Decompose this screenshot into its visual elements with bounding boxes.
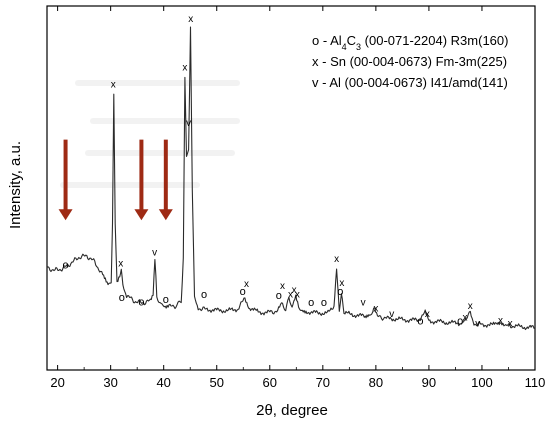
plot-frame: [46, 5, 536, 371]
al4c3-marker: o: [276, 290, 282, 302]
annotation-arrow: [158, 139, 173, 221]
plot-border: [46, 5, 536, 371]
legend-entry: v - Al (00-004-0673) I41/amd(141): [312, 75, 508, 90]
al4c3-marker: o: [321, 297, 327, 309]
annotation-arrow: [58, 139, 73, 221]
x-tick-label: 20: [50, 375, 64, 390]
x-tick-label: 80: [369, 375, 383, 390]
sn-marker: x: [295, 290, 300, 301]
al4c3-marker: o: [119, 292, 125, 304]
sn-marker: x: [462, 312, 467, 323]
chart-legend: o - Al4C3 (00-071-2204) R3m(160) x - Sn (…: [312, 33, 508, 90]
x-tick-label: 50: [210, 375, 224, 390]
al-marker: v: [152, 248, 157, 259]
al-marker: v: [389, 309, 394, 320]
sn-marker: x: [182, 63, 187, 74]
al4c3-marker: o: [63, 260, 69, 272]
al-marker: v: [475, 318, 480, 329]
al4c3-marker: o: [138, 297, 144, 309]
x-tick-label: 40: [156, 375, 170, 390]
x-tick-label: 100: [471, 375, 493, 390]
legend-entry: o - Al4C3 (00-071-2204) R3m(160): [312, 33, 508, 52]
sn-marker: x: [373, 303, 378, 314]
xrd-pattern-line: [46, 26, 536, 331]
al4c3-marker: o: [308, 297, 314, 309]
al4c3-marker: o: [337, 286, 343, 298]
al4c3-marker: o: [163, 294, 169, 306]
al4c3-marker: o: [201, 289, 207, 301]
sn-marker: x: [334, 254, 339, 265]
al4c3-marker: o: [240, 286, 246, 298]
sn-marker: x: [118, 259, 123, 270]
x-tick-label: 90: [422, 375, 436, 390]
sn-marker: x: [111, 80, 116, 91]
y-axis-label: Intensity, a.u.: [7, 141, 24, 229]
sn-marker: x: [339, 278, 344, 289]
sn-marker: x: [468, 301, 473, 312]
x-axis-label: 2θ, degree: [256, 402, 328, 419]
annotation-arrow: [134, 139, 149, 221]
sn-marker: x: [188, 14, 193, 25]
sn-marker: x: [508, 318, 513, 329]
al4c3-marker: o: [457, 315, 463, 327]
x-axis-tick-labels: 20 30 40 50 60 70 80 90 100 110: [50, 375, 545, 390]
sn-marker: x: [425, 309, 430, 320]
x-tick-label: 70: [316, 375, 330, 390]
sn-marker: x: [280, 281, 285, 292]
sn-marker: x: [288, 290, 293, 301]
x-tick-label: 60: [263, 375, 277, 390]
al-marker: v: [361, 298, 366, 309]
al-marker: v: [186, 118, 191, 129]
x-tick-label: 110: [525, 375, 546, 390]
legend-entry: x - Sn (00-004-0673) Fm-3m(225): [312, 54, 507, 69]
sn-marker: x: [292, 285, 297, 296]
annotation-arrows: [58, 139, 173, 221]
sn-marker: x: [498, 315, 503, 326]
al4c3-marker: o: [417, 315, 423, 327]
x-axis-ticks: [57, 6, 536, 370]
sn-marker: x: [244, 279, 249, 290]
x-tick-label: 30: [103, 375, 117, 390]
background-ghosting: [60, 80, 240, 188]
